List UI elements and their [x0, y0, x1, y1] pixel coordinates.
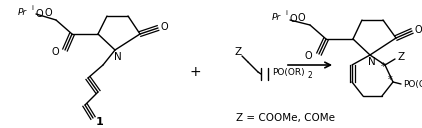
Text: i: i: [31, 5, 33, 11]
Text: O: O: [304, 51, 312, 61]
Text: O: O: [36, 9, 43, 19]
Text: +: +: [189, 65, 201, 79]
Text: O: O: [298, 13, 305, 23]
Text: O: O: [44, 8, 52, 18]
Text: *: *: [388, 75, 392, 85]
Text: O: O: [160, 22, 168, 32]
Text: Pr: Pr: [18, 8, 27, 17]
Text: PO(OR): PO(OR): [272, 67, 305, 77]
Text: N: N: [114, 52, 122, 62]
Text: O: O: [414, 25, 422, 35]
Text: N: N: [368, 57, 376, 67]
Text: O: O: [51, 47, 59, 57]
Text: i: i: [285, 10, 287, 16]
Text: *: *: [381, 62, 385, 72]
Text: 2: 2: [307, 71, 312, 79]
Text: O: O: [290, 14, 298, 24]
Text: Z: Z: [235, 47, 241, 57]
Text: 1: 1: [96, 117, 104, 127]
Text: Pr: Pr: [272, 13, 281, 22]
Text: Z = COOMe, COMe: Z = COOMe, COMe: [235, 113, 335, 123]
Text: Z: Z: [397, 52, 404, 62]
Text: PO(OR): PO(OR): [403, 79, 422, 88]
